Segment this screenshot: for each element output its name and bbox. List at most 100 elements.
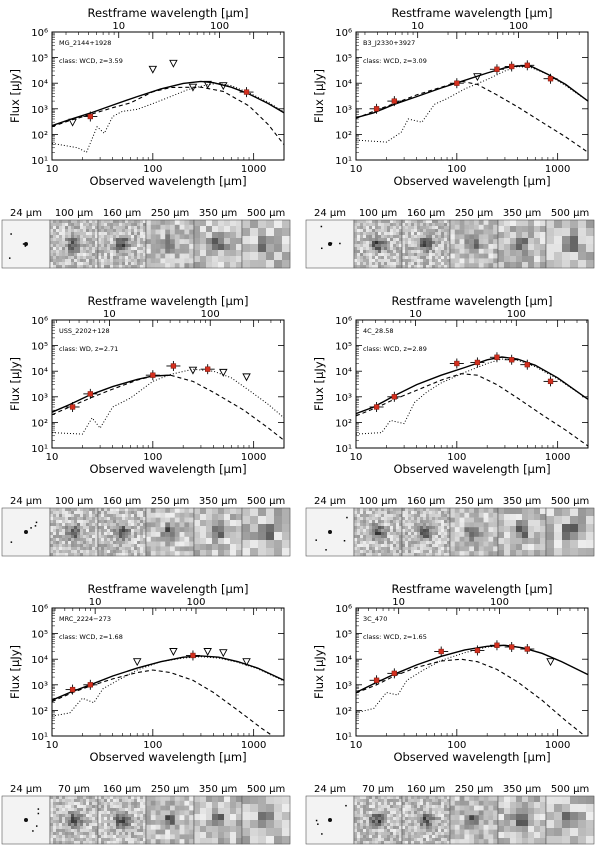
sed-panel-5: 10 100 1000 10 100 10¹ 10² 10³ 10⁴ 10⁵ 10⁶ Restfram… <box>1 582 291 845</box>
detection-marker <box>474 647 481 654</box>
y-tick-label: 10² <box>335 130 352 141</box>
thumbnail-label: 100 μm <box>55 208 93 219</box>
x-tick-label: 100 <box>447 452 466 463</box>
source-name: 3C_470 <box>363 615 387 623</box>
y-axis-title: Flux [μJy] <box>312 69 326 123</box>
y-axis-title: Flux [μJy] <box>312 645 326 699</box>
model-curves <box>356 356 588 447</box>
y-tick-label: 10⁴ <box>335 655 352 666</box>
detection-marker <box>509 644 515 650</box>
x-axis-title: Observed wavelength [μm] <box>393 462 550 476</box>
total-model-curve <box>356 356 588 415</box>
starforming-model-curve <box>52 656 284 717</box>
x-tick-label: 10 <box>350 740 363 751</box>
y-tick-label: 10⁶ <box>31 604 48 615</box>
thumbnail-image <box>353 795 403 845</box>
y-tick-label: 10⁶ <box>335 316 352 327</box>
y-tick-label: 10² <box>335 706 352 717</box>
agn-model-curve <box>356 658 586 736</box>
thumbnail-image <box>545 507 595 557</box>
y-tick-label: 10⁶ <box>31 316 48 327</box>
sed-panel-1: 10 100 1000 10 100 10¹ 10² 10³ 10⁴ 10⁵ 10⁶ Restfram… <box>1 6 291 269</box>
starforming-model-curve <box>356 644 588 714</box>
thumbnail-label: 160 μm <box>103 496 141 507</box>
plot-frame <box>355 607 589 737</box>
upper-limit-marker <box>169 648 178 656</box>
thumbnail-label: 100 μm <box>359 208 397 219</box>
y-tick-label: 10² <box>335 418 352 429</box>
thumbnail-image <box>97 219 147 269</box>
plot-frame <box>51 31 285 161</box>
thumbnail-image <box>193 795 243 845</box>
source-name: 4C_28.58 <box>363 327 394 335</box>
y-tick-label: 10² <box>31 706 48 717</box>
detection-marker <box>205 366 211 372</box>
y-axis-title: Flux [μJy] <box>312 357 326 411</box>
sed-panel-4: 10 100 1000 10 100 10¹ 10² 10³ 10⁴ 10⁵ 10⁶ Restfram… <box>305 294 595 557</box>
x-axis-title: Observed wavelength [μm] <box>89 174 246 188</box>
source-name: MG_2144+1928 <box>59 39 111 47</box>
thumbnail-image <box>545 795 595 845</box>
top-axis-title: Restframe wavelength [μm] <box>88 582 249 596</box>
total-model-curve <box>356 644 588 694</box>
thumbnail-label: 500 μm <box>551 208 589 219</box>
y-tick-label: 10³ <box>335 105 352 116</box>
upper-limit-marker <box>169 59 178 68</box>
x-axis-title: Observed wavelength [μm] <box>393 174 550 188</box>
class-label: class: WCD, z=3.59 <box>59 57 123 65</box>
thumbnail-image <box>97 795 147 845</box>
detection-marker <box>547 378 554 385</box>
upper-limit-marker <box>219 368 228 377</box>
y-tick-label: 10⁵ <box>335 54 352 65</box>
thumbnail-label: 160 μm <box>407 784 445 795</box>
top-tick-label: 100 <box>490 597 509 608</box>
x-tick-label: 1000 <box>241 740 266 751</box>
x-tick-label: 1000 <box>545 740 570 751</box>
thumbnail-image <box>49 507 99 557</box>
x-tick-label: 1000 <box>241 452 266 463</box>
y-tick-label: 10³ <box>335 681 352 692</box>
thumbnail-label: 500 μm <box>247 784 285 795</box>
x-axis-title: Observed wavelength [μm] <box>393 750 550 764</box>
sed-panel-6: 10 100 1000 10 100 10¹ 10² 10³ 10⁴ 10⁵ 10⁶ Restfram… <box>305 582 595 845</box>
detection-marker <box>391 670 397 677</box>
class-label: class: WCD, z=2.89 <box>363 345 427 353</box>
detection-marker <box>150 372 156 378</box>
y-tick-label: 10⁴ <box>31 79 48 90</box>
class-label: class: WCD, z=1.68 <box>59 633 123 641</box>
thumbnail-image <box>353 219 403 269</box>
top-tick-label: 10 <box>409 309 422 320</box>
upper-limit-marker <box>148 65 158 74</box>
thumbnail-image <box>545 219 595 269</box>
upper-limit-marker <box>188 366 198 375</box>
thumbnail-label: 24 μm <box>10 784 42 795</box>
y-tick-label: 10⁴ <box>335 367 352 378</box>
x-tick-label: 10 <box>46 164 59 175</box>
detection-marker <box>391 394 397 400</box>
sed-panel-2: 10 100 1000 10 100 10¹ 10² 10³ 10⁴ 10⁵ 10⁶ Restfram… <box>305 6 595 269</box>
detection-marker <box>69 686 76 693</box>
x-tick-label: 100 <box>447 740 466 751</box>
upper-limit-marker <box>219 82 228 91</box>
y-tick-label: 10² <box>31 418 48 429</box>
thumbnail-image <box>1 507 51 557</box>
class-label: class: WD, z=2.71 <box>59 345 118 353</box>
y-tick-label: 10³ <box>31 393 48 404</box>
upper-limit-marker <box>203 648 212 656</box>
thumbnail-label: 350 μm <box>503 208 541 219</box>
thumbnail-image <box>49 219 99 269</box>
thumbnail-label: 250 μm <box>151 784 189 795</box>
thumbnail-label: 24 μm <box>10 208 42 219</box>
thumbnail-image <box>145 795 195 845</box>
detection-marker <box>524 646 530 652</box>
x-axis-title: Observed wavelength [μm] <box>89 750 246 764</box>
detection-marker <box>494 642 500 648</box>
y-tick-label: 10¹ <box>335 444 352 455</box>
x-tick-label: 10 <box>350 452 363 463</box>
detection-marker <box>509 357 515 363</box>
plot-frame <box>355 31 589 161</box>
total-model-curve <box>356 65 588 119</box>
thumbnail-image <box>241 219 291 269</box>
detection-marker <box>524 362 530 368</box>
plot-frame <box>51 607 285 737</box>
